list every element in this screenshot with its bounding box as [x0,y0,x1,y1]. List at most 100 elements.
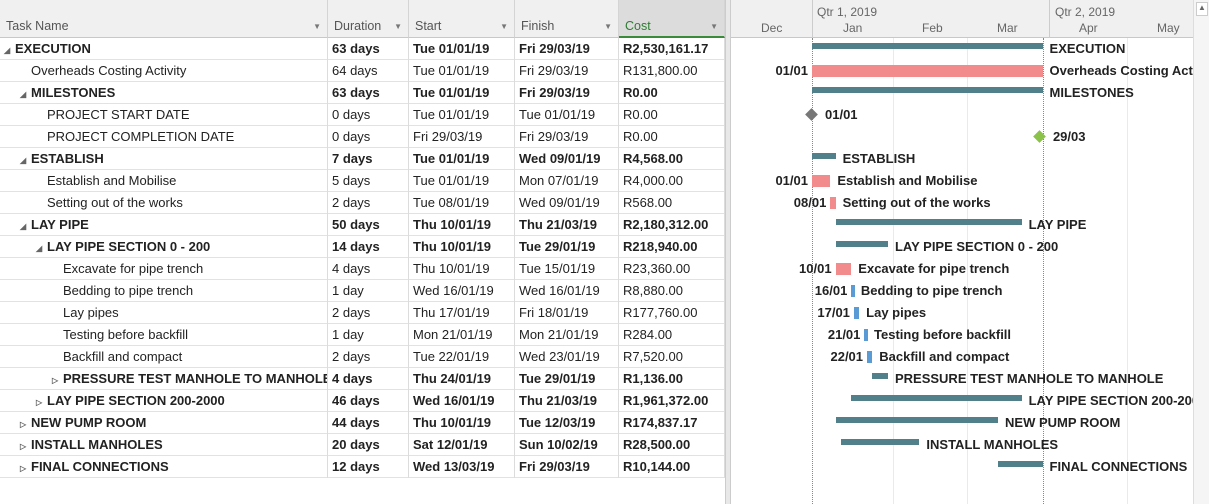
finish-cell[interactable]: Wed 09/01/19 [515,148,619,170]
start-cell[interactable]: Sat 12/01/19 [409,434,515,456]
summary-bar[interactable] [835,417,999,423]
duration-cell[interactable]: 64 days [328,60,409,82]
task-row[interactable]: ◢ EXECUTION 63 days Tue 01/01/19 Fri 29/03/1… [0,38,725,60]
collapse-toggle-icon[interactable]: ◢ [20,156,27,165]
task-name-cell[interactable]: Overheads Costing Activity [0,60,328,82]
finish-cell[interactable]: Tue 15/01/19 [515,258,619,280]
finish-cell[interactable]: Tue 29/01/19 [515,236,619,258]
task-name-cell[interactable]: ◢ ESTABLISH [0,148,328,170]
expand-toggle-icon[interactable]: ▷ [36,398,43,407]
summary-bar[interactable] [872,373,888,379]
dropdown-arrow-icon[interactable]: ▼ [394,22,402,31]
finish-cell[interactable]: Thu 21/03/19 [515,214,619,236]
cost-cell[interactable]: R28,500.00 [619,434,725,456]
summary-bar[interactable] [851,395,1022,401]
duration-cell[interactable]: 5 days [328,170,409,192]
start-cell[interactable]: Thu 17/01/19 [409,302,515,324]
finish-cell[interactable]: Wed 09/01/19 [515,192,619,214]
summary-bar[interactable] [812,87,1043,93]
task-row[interactable]: ▷ NEW PUMP ROOM 44 days Thu 10/01/19 Tue 12/… [0,412,725,434]
cost-cell[interactable]: R218,940.00 [619,236,725,258]
critical-task-bar[interactable] [830,197,836,209]
task-row[interactable]: ◢ LAY PIPE SECTION 0 - 200 14 days Thu 10/0… [0,236,725,258]
task-row[interactable]: Backfill and compact 2 days Tue 22/01/19 We… [0,346,725,368]
duration-cell[interactable]: 2 days [328,192,409,214]
duration-cell[interactable]: 14 days [328,236,409,258]
task-row[interactable]: PROJECT COMPLETION DATE 0 days Fri 29/03/1… [0,126,725,148]
task-row[interactable]: ▷ PRESSURE TEST MANHOLE TO MANHOLE 4 days T… [0,368,725,390]
task-name-cell[interactable]: Establish and Mobilise [0,170,328,192]
duration-cell[interactable]: 44 days [328,412,409,434]
start-cell[interactable]: Mon 21/01/19 [409,324,515,346]
task-bar[interactable] [851,285,856,297]
column-header-duration[interactable]: Duration ▼ [328,0,409,38]
start-cell[interactable]: Tue 08/01/19 [409,192,515,214]
finish-cell[interactable]: Fri 29/03/19 [515,38,619,60]
task-row[interactable]: ▷ LAY PIPE SECTION 200-2000 46 days Wed 16/… [0,390,725,412]
finish-cell[interactable]: Mon 07/01/19 [515,170,619,192]
finish-cell[interactable]: Fri 29/03/19 [515,126,619,148]
expand-toggle-icon[interactable]: ▷ [20,442,27,451]
column-header-finish[interactable]: Finish ▼ [515,0,619,38]
cost-cell[interactable]: R284.00 [619,324,725,346]
task-row[interactable]: Bedding to pipe trench 1 day Wed 16/01/19 W… [0,280,725,302]
duration-cell[interactable]: 2 days [328,346,409,368]
collapse-toggle-icon[interactable]: ◢ [4,46,11,55]
task-name-cell[interactable]: ▷ LAY PIPE SECTION 200-2000 [0,390,328,412]
finish-cell[interactable]: Sun 10/02/19 [515,434,619,456]
critical-task-bar[interactable] [835,263,852,275]
column-header-task-name[interactable]: Task Name ▼ [0,0,328,38]
expand-toggle-icon[interactable]: ▷ [20,464,27,473]
summary-bar[interactable] [840,439,920,445]
cost-cell[interactable]: R23,360.00 [619,258,725,280]
cost-cell[interactable]: R2,530,161.17 [619,38,725,60]
duration-cell[interactable]: 1 day [328,280,409,302]
critical-task-bar[interactable] [812,175,831,187]
scroll-up-icon[interactable]: ▲ [1196,2,1208,16]
dropdown-arrow-icon[interactable]: ▼ [500,22,508,31]
task-name-cell[interactable]: Bedding to pipe trench [0,280,328,302]
summary-bar[interactable] [812,153,836,159]
summary-bar[interactable] [835,219,1022,225]
summary-bar[interactable] [835,241,888,247]
task-name-cell[interactable]: ◢ LAY PIPE [0,214,328,236]
cost-cell[interactable]: R8,880.00 [619,280,725,302]
task-bar[interactable] [864,329,869,341]
finish-cell[interactable]: Tue 12/03/19 [515,412,619,434]
cost-cell[interactable]: R0.00 [619,126,725,148]
start-cell[interactable]: Thu 10/01/19 [409,258,515,280]
finish-cell[interactable]: Fri 18/01/19 [515,302,619,324]
task-row[interactable]: ◢ MILESTONES 63 days Tue 01/01/19 Fri 29/03/… [0,82,725,104]
start-cell[interactable]: Thu 24/01/19 [409,368,515,390]
column-header-start[interactable]: Start ▼ [409,0,515,38]
task-row[interactable]: Excavate for pipe trench 4 days Thu 10/01/… [0,258,725,280]
duration-cell[interactable]: 0 days [328,104,409,126]
task-name-cell[interactable]: ▷ NEW PUMP ROOM [0,412,328,434]
dropdown-arrow-icon[interactable]: ▼ [604,22,612,31]
duration-cell[interactable]: 46 days [328,390,409,412]
start-cell[interactable]: Tue 01/01/19 [409,148,515,170]
finish-cell[interactable]: Wed 23/01/19 [515,346,619,368]
finish-cell[interactable]: Wed 16/01/19 [515,280,619,302]
task-row[interactable]: Overheads Costing Activity 64 days Tue 01/… [0,60,725,82]
task-row[interactable]: ▷ FINAL CONNECTIONS 12 days Wed 13/03/19 Fri… [0,456,725,478]
task-row[interactable]: Establish and Mobilise 5 days Tue 01/01/19… [0,170,725,192]
task-name-cell[interactable]: Setting out of the works [0,192,328,214]
task-bar[interactable] [867,351,873,363]
expand-toggle-icon[interactable]: ▷ [52,376,59,385]
critical-task-bar[interactable] [812,65,1043,77]
start-cell[interactable]: Fri 29/03/19 [409,126,515,148]
duration-cell[interactable]: 12 days [328,456,409,478]
duration-cell[interactable]: 7 days [328,148,409,170]
finish-cell[interactable]: Fri 29/03/19 [515,82,619,104]
summary-bar[interactable] [998,461,1043,467]
duration-cell[interactable]: 2 days [328,302,409,324]
column-header-cost[interactable]: Cost ▼ [619,0,725,38]
task-row[interactable]: PROJECT START DATE 0 days Tue 01/01/19 Tue … [0,104,725,126]
task-row[interactable]: Setting out of the works 2 days Tue 08/01/… [0,192,725,214]
cost-cell[interactable]: R4,568.00 [619,148,725,170]
start-cell[interactable]: Wed 16/01/19 [409,390,515,412]
task-name-cell[interactable]: ◢ MILESTONES [0,82,328,104]
task-name-cell[interactable]: ▷ INSTALL MANHOLES [0,434,328,456]
task-name-cell[interactable]: ◢ EXECUTION [0,38,328,60]
